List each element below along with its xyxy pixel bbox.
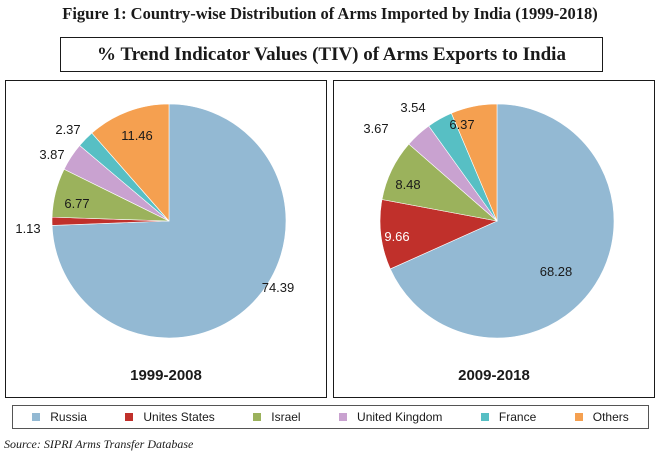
- legend-item-united-states: Unites States: [125, 410, 215, 424]
- legend-swatch: [574, 413, 583, 421]
- pie-chart-2009-2018: 68.28 9.66 8.48 3.67 3.54 6.37: [363, 100, 615, 339]
- pie-slice-others: [451, 103, 498, 222]
- pie-chart-1999-2008: 74.39 1.13 6.77 3.87 2.37 11.46: [15, 103, 295, 339]
- data-label-others: 11.46: [121, 128, 153, 143]
- legend-label: Unites States: [143, 410, 215, 424]
- legend-item-united-kingdom: United Kingdom: [339, 410, 442, 424]
- legend: Russia Unites States Israel United Kingd…: [12, 405, 649, 429]
- pie-slice-others: [91, 103, 170, 222]
- data-label-united-kingdom: 3.87: [39, 147, 64, 162]
- source-note: Source: SIPRI Arms Transfer Database: [4, 437, 194, 451]
- pie-panel-1999-2008: 74.39 1.13 6.77 3.87 2.37 11.46 1999-2008: [5, 80, 327, 398]
- data-label-israel: 6.77: [64, 196, 89, 211]
- legend-item-israel: Israel: [253, 410, 301, 424]
- legend-item-russia: Russia: [32, 410, 87, 424]
- legend-label: United Kingdom: [357, 410, 443, 424]
- legend-item-france: France: [480, 410, 537, 424]
- data-label-france: 2.37: [55, 122, 80, 137]
- period-label: 2009-2018: [458, 367, 530, 384]
- data-label-others: 6.37: [449, 117, 474, 132]
- legend-label: Israel: [271, 410, 301, 424]
- figure-title: Figure 1: Country-wise Distribution of A…: [62, 4, 598, 23]
- pie-slice-russia: [389, 103, 615, 339]
- legend-swatch: [339, 413, 348, 421]
- period-label: 1999-2008: [130, 367, 202, 384]
- chart-title: % Trend Indicator Values (TIV) of Arms E…: [60, 37, 603, 72]
- pie-panel-2009-2018: 68.28 9.66 8.48 3.67 3.54 6.37 2009-2018: [333, 80, 655, 398]
- legend-item-others: Others: [574, 410, 629, 424]
- data-label-france: 3.54: [400, 100, 425, 115]
- pie-slice-russia: [51, 103, 287, 339]
- data-label-russia: 68.28: [540, 264, 573, 279]
- legend-label: France: [498, 410, 537, 424]
- legend-swatch: [32, 413, 41, 421]
- legend-label: Russia: [50, 410, 87, 424]
- data-label-unites-states: 9.66: [384, 229, 409, 244]
- data-label-united-kingdom: 3.67: [363, 121, 388, 136]
- legend-swatch: [125, 413, 134, 421]
- legend-swatch: [480, 413, 489, 421]
- legend-label: Others: [592, 410, 629, 424]
- legend-swatch: [253, 413, 262, 421]
- data-label-israel: 8.48: [395, 177, 420, 192]
- data-label-russia: 74.39: [262, 280, 295, 295]
- data-label-unites-states: 1.13: [15, 221, 40, 236]
